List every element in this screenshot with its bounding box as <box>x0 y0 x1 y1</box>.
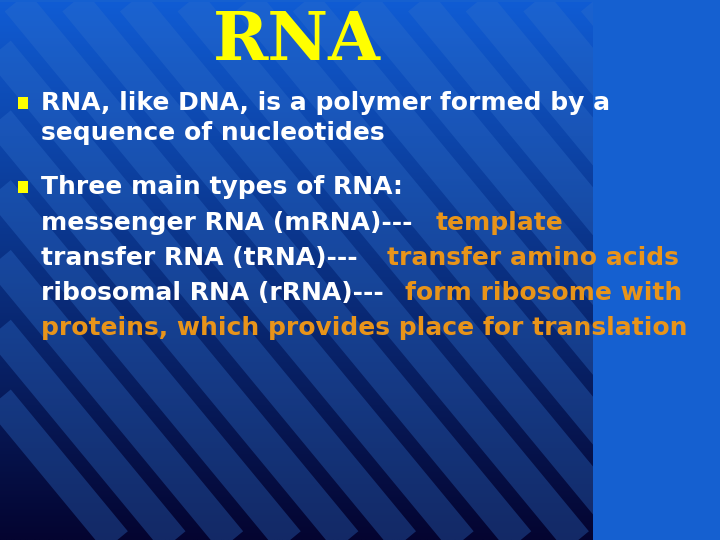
Bar <box>18 97 28 110</box>
Text: transfer amino acids: transfer amino acids <box>387 246 679 270</box>
Text: form ribosome with: form ribosome with <box>405 281 683 305</box>
Text: messenger RNA (mRNA)---: messenger RNA (mRNA)--- <box>41 211 413 235</box>
Text: template: template <box>436 211 564 235</box>
Text: ribosomal RNA (rRNA)---: ribosomal RNA (rRNA)--- <box>41 281 384 305</box>
Text: Three main types of RNA:: Three main types of RNA: <box>41 175 403 199</box>
Text: RNA: RNA <box>212 9 380 74</box>
Text: sequence of nucleotides: sequence of nucleotides <box>41 122 384 145</box>
Text: transfer RNA (tRNA)---: transfer RNA (tRNA)--- <box>41 246 366 270</box>
Text: RNA, like DNA, is a polymer formed by a: RNA, like DNA, is a polymer formed by a <box>41 91 611 116</box>
Text: proteins, which provides place for translation: proteins, which provides place for trans… <box>41 316 688 340</box>
Bar <box>18 181 28 193</box>
